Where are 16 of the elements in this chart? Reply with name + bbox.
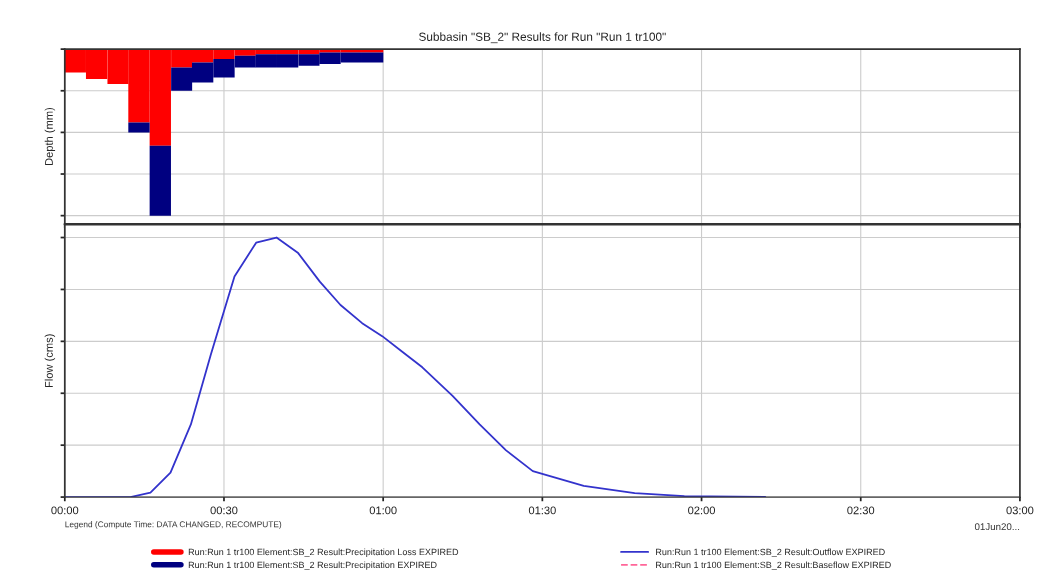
- chart-title: Subbasin "SB_2" Results for Run "Run 1 tr100": [419, 32, 666, 44]
- text: Legend (Compute Time: DATA CHANGED, RECOMPUTE): [65, 521, 282, 529]
- x-tick-label: 03:00: [1006, 506, 1034, 515]
- legend-label: Run:Run 1 tr100 Element:SB_2 Result:Precipitation EXPIRED: [188, 561, 437, 570]
- legend-label: Run:Run 1 tr100 Element:SB_2 Result:Baseflow EXPIRED: [656, 561, 891, 570]
- x-tick-label: 01:00: [369, 506, 397, 515]
- x-tick-label: 00:00: [51, 506, 79, 515]
- text: 01Jun20...: [974, 523, 1020, 531]
- x-tick-label: 02:30: [847, 506, 875, 515]
- legend-label: Run:Run 1 tr100 Element:SB_2 Result:Precipitation Loss EXPIRED: [188, 548, 459, 557]
- x-tick-label: 00:30: [210, 506, 238, 515]
- y-axis-title: Depth (mm): [44, 107, 56, 165]
- y-axis-title: Flow (cms): [44, 334, 56, 388]
- legend-label: Run:Run 1 tr100 Element:SB_2 Result:Outflow EXPIRED: [656, 548, 885, 557]
- x-tick-label: 01:30: [528, 506, 556, 515]
- x-tick-label: 02:00: [688, 506, 716, 515]
